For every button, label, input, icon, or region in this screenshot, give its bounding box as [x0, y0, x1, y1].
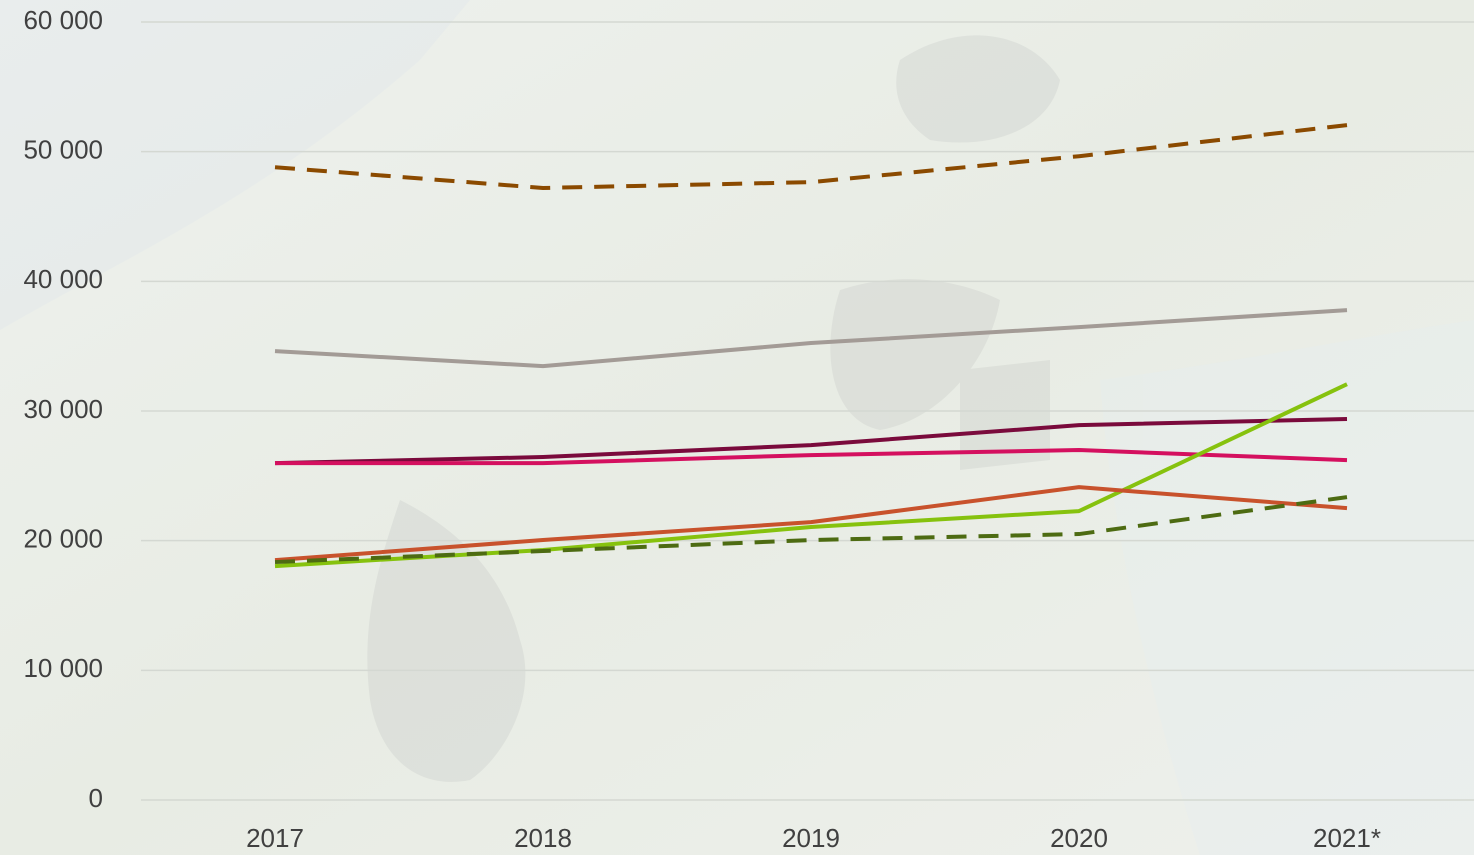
x-tick-label: 2020 — [1050, 823, 1108, 853]
series-line — [274, 495, 1348, 565]
x-tick-label: 2017 — [246, 823, 304, 853]
series-line — [274, 485, 1348, 563]
y-tick-label: 60 000 — [23, 5, 103, 35]
y-tick-label: 50 000 — [23, 135, 103, 165]
x-tick-label: 2018 — [514, 823, 572, 853]
y-tick-label: 0 — [89, 783, 103, 813]
y-tick-label: 10 000 — [23, 653, 103, 683]
series-line — [275, 448, 1348, 466]
series-line — [274, 123, 1348, 190]
y-tick-label: 30 000 — [23, 394, 103, 424]
x-tick-label: 2021* — [1313, 823, 1381, 853]
y-tick-label: 40 000 — [23, 264, 103, 294]
y-tick-label: 20 000 — [23, 524, 103, 554]
series-line — [274, 417, 1348, 466]
x-tick-label: 2019 — [782, 823, 840, 853]
series-line — [274, 308, 1348, 369]
